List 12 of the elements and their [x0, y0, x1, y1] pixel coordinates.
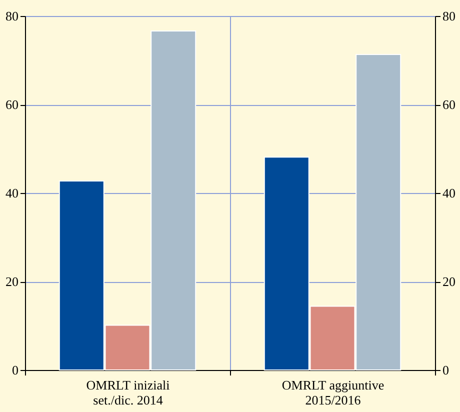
- x-tick-label: OMRLT aggiuntive 2015/2016: [282, 378, 384, 408]
- y-tick-label: 40: [6, 186, 18, 200]
- y2-tick-label: 40: [442, 186, 456, 200]
- y2-tick-label: 60: [442, 97, 456, 112]
- y-tick-label: 20: [6, 274, 18, 289]
- y2-tick-label: 0: [442, 362, 449, 378]
- x-tick-label: OMRLT iniziali set./dic. 2014: [86, 378, 170, 408]
- y-tick-label: 0: [12, 362, 18, 378]
- y2-tick-label: 20: [442, 274, 456, 289]
- y-tick-label: 60: [6, 97, 18, 112]
- y2-tick-label: 80: [442, 8, 456, 24]
- y-tick-label: 80: [6, 8, 18, 24]
